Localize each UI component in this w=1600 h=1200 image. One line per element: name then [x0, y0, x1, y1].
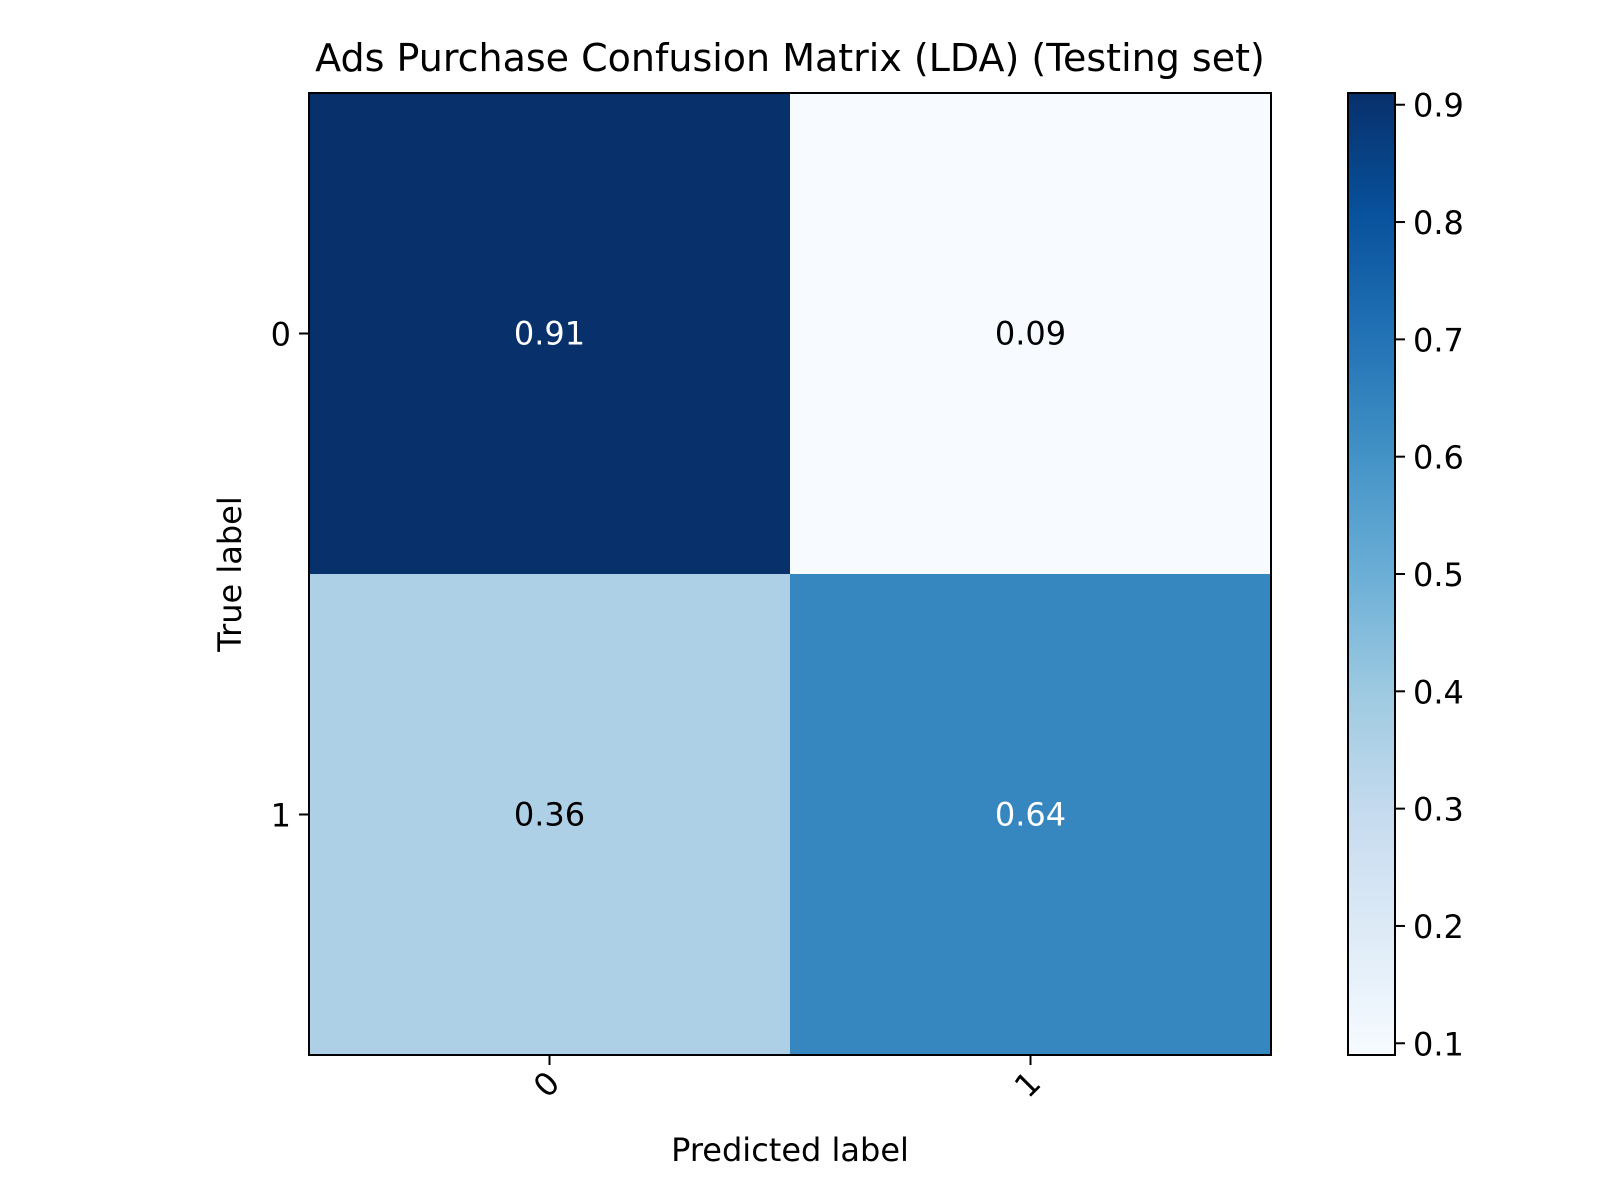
heatmap-cell-1-0 — [309, 574, 790, 1055]
colorbar-tick-label: 0.6 — [1413, 439, 1464, 477]
x-tick-label: 1 — [1007, 1064, 1048, 1105]
x-tick-label: 0 — [526, 1064, 567, 1105]
heatmap-cells: 0.91 0.09 0.36 0.64 — [309, 93, 1271, 1055]
colorbar — [1347, 92, 1396, 1056]
colorbar-tick-label: 0.5 — [1413, 556, 1464, 594]
cell-value-label-0-0: 0.91 — [514, 315, 585, 353]
x-axis-label: Predicted label — [671, 1131, 909, 1169]
colorbar-tick-label: 0.7 — [1413, 321, 1464, 359]
colorbar-tick-label: 0.3 — [1413, 791, 1464, 829]
heatmap-cell-1-1 — [790, 574, 1271, 1055]
y-tick-label: 1 — [271, 797, 291, 835]
heatmap-cell-0-1 — [790, 93, 1271, 574]
colorbar-tick-label: 0.2 — [1413, 908, 1464, 946]
colorbar-tick-label: 0.4 — [1413, 673, 1464, 711]
y-tick-label: 0 — [271, 316, 291, 354]
plot-frame — [308, 92, 1272, 1056]
y-axis-ticks: 01 — [271, 316, 309, 835]
colorbar-ticks: 0.1 0.2 0.3 0.4 0.5 0.6 0.7 0.8 0.9 — [1395, 87, 1464, 1063]
heatmap-cell-0-0 — [309, 93, 790, 574]
cell-value-label-1-0: 0.36 — [514, 796, 585, 834]
cell-value-label-1-1: 0.64 — [995, 796, 1066, 834]
colorbar-tick-label: 0.9 — [1413, 87, 1464, 125]
colorbar-tick-label: 0.1 — [1413, 1025, 1464, 1063]
y-axis-label: True label — [211, 496, 249, 653]
cell-value-label-0-1: 0.09 — [995, 315, 1066, 353]
chart-title: Ads Purchase Confusion Matrix (LDA) (Tes… — [315, 36, 1265, 80]
colorbar-tick-label: 0.8 — [1413, 204, 1464, 242]
